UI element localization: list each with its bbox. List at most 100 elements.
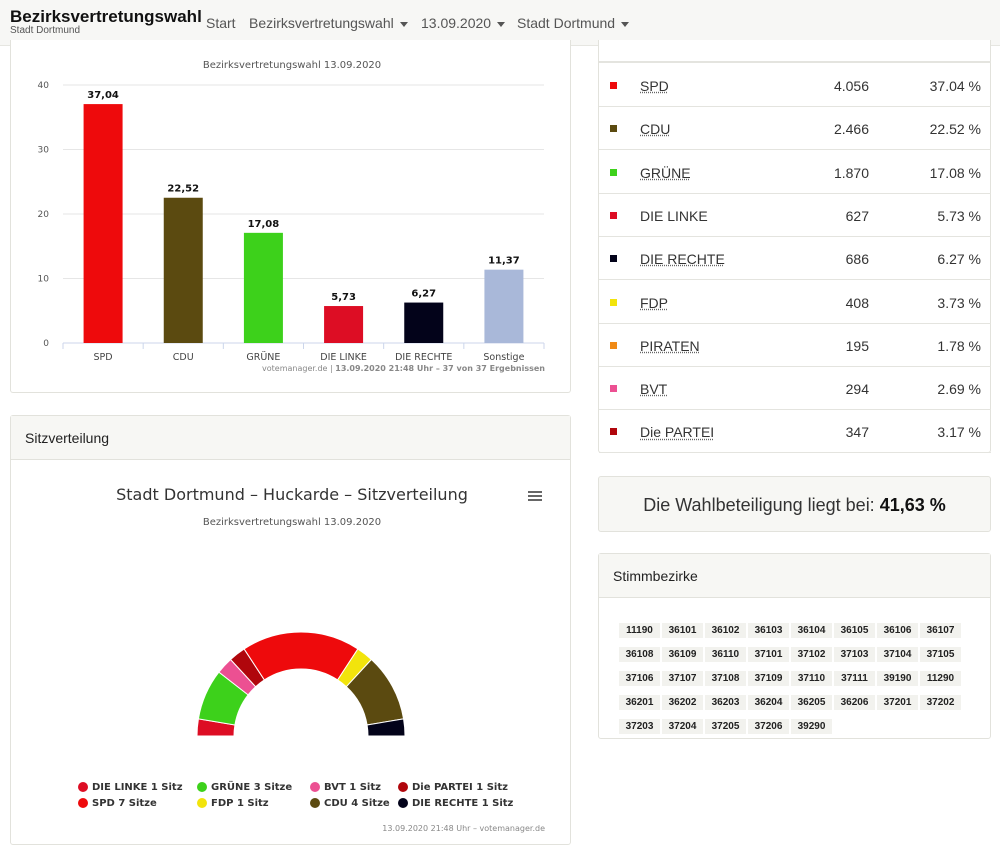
- stimmbezirk-badge[interactable]: 36202: [662, 695, 703, 710]
- table-row: GRÜNE 1.870 17.08 %: [599, 151, 991, 194]
- bar-grüne[interactable]: [244, 233, 283, 343]
- stimmbezirk-badge[interactable]: 37110: [791, 671, 832, 686]
- stimmbezirk-badge[interactable]: 37104: [877, 647, 918, 662]
- nav-item-start[interactable]: Start: [206, 15, 236, 31]
- stimmbezirk-badge[interactable]: 37201: [877, 695, 918, 710]
- results-table: SPD 4.056 37.04 % CDU 2.466 22.52 % GRÜNE 1.870…: [598, 40, 991, 453]
- legend-item[interactable]: CDU 4 Sitze: [310, 798, 390, 809]
- stimmbezirk-badge[interactable]: 37204: [662, 719, 703, 734]
- stimmbezirk-badge[interactable]: 37106: [619, 671, 660, 686]
- party-color-swatch: [610, 255, 617, 262]
- stimmbezirk-badge[interactable]: 36104: [791, 623, 832, 638]
- credits-source: votemanager.de: [262, 364, 328, 373]
- party-name[interactable]: Die PARTEI: [640, 424, 714, 440]
- card-header: Sitzverteilung: [11, 416, 570, 460]
- stimmbezirk-badge[interactable]: 36206: [834, 695, 875, 710]
- stimmbezirk-badge[interactable]: 37205: [705, 719, 746, 734]
- stimmbezirke-card: Stimmbezirke 11190 36101 36102 36103 36104 36…: [598, 553, 991, 739]
- seat-slice-spd[interactable]: [244, 632, 358, 680]
- table-row: CDU 2.466 22.52 %: [599, 107, 991, 150]
- party-name[interactable]: CDU: [640, 121, 670, 137]
- stimmbezirk-badge[interactable]: 36107: [920, 623, 961, 638]
- chart-subtitle: Bezirksvertretungswahl 13.09.2020: [203, 517, 381, 528]
- bar-sonstige[interactable]: [484, 270, 523, 343]
- bar-cdu[interactable]: [164, 198, 203, 343]
- stimmbezirk-badge[interactable]: 39290: [791, 719, 832, 734]
- legend-item[interactable]: SPD 7 Sitze: [78, 798, 157, 809]
- party-name[interactable]: BVT: [640, 381, 667, 397]
- party-votes: 2.466: [834, 121, 869, 137]
- party-color-swatch: [610, 342, 617, 349]
- stimmbezirk-badge[interactable]: 36204: [748, 695, 789, 710]
- data-label: 6,27: [411, 289, 436, 300]
- brand-title[interactable]: Bezirksvertretungswahl: [10, 8, 202, 25]
- stimmbezirk-badge[interactable]: 36102: [705, 623, 746, 638]
- stimmbezirk-badge[interactable]: 37108: [705, 671, 746, 686]
- bar-die-linke[interactable]: [324, 306, 363, 343]
- stimmbezirk-badge[interactable]: 36105: [834, 623, 875, 638]
- stimmbezirk-badge[interactable]: 37101: [748, 647, 789, 662]
- stimmbezirk-badge[interactable]: 11190: [619, 623, 660, 638]
- legend-label: SPD 7 Sitze: [92, 798, 157, 809]
- caret-down-icon: [400, 22, 408, 27]
- table-header-divider: [599, 61, 991, 63]
- stimmbezirk-badge[interactable]: 36108: [619, 647, 660, 662]
- x-tick-label: GRÜNE: [246, 352, 280, 363]
- party-votes: 195: [846, 338, 869, 354]
- nav-item-bezirksvertretungswahl[interactable]: Bezirksvertretungswahl: [249, 15, 408, 31]
- legend-item[interactable]: Die PARTEI 1 Sitz: [398, 782, 508, 793]
- stimmbezirk-badge[interactable]: 37107: [662, 671, 703, 686]
- legend-item[interactable]: FDP 1 Sitz: [197, 798, 269, 809]
- stimmbezirk-badge[interactable]: 37206: [748, 719, 789, 734]
- legend-item[interactable]: DIE LINKE 1 Sitz: [78, 782, 183, 793]
- party-color-swatch: [610, 299, 617, 306]
- party-color-swatch: [610, 385, 617, 392]
- legend-item[interactable]: BVT 1 Sitz: [310, 782, 381, 793]
- chart-credits: votemanager.de | 13.09.2020 21:48 Uhr – …: [262, 364, 545, 373]
- legend-label: GRÜNE 3 Sitze: [211, 779, 292, 793]
- x-tick-label: SPD: [94, 352, 113, 363]
- party-name[interactable]: FDP: [640, 295, 668, 311]
- nav-item-date[interactable]: 13.09.2020: [421, 15, 505, 31]
- stimmbezirk-badge[interactable]: 39190: [877, 671, 918, 686]
- stimmbezirk-badge[interactable]: 37102: [791, 647, 832, 662]
- party-name[interactable]: SPD: [640, 78, 669, 94]
- stimmbezirk-badge[interactable]: 36101: [662, 623, 703, 638]
- party-name[interactable]: GRÜNE: [640, 165, 691, 181]
- stimmbezirk-badge[interactable]: 37105: [920, 647, 961, 662]
- stimmbezirk-badge[interactable]: 36201: [619, 695, 660, 710]
- stimmbezirk-badge[interactable]: 36110: [705, 647, 746, 662]
- nav-item-label: Bezirksvertretungswahl: [249, 15, 394, 31]
- party-percent: 17.08 %: [930, 165, 981, 181]
- party-percent: 2.69 %: [937, 381, 981, 397]
- brand[interactable]: Bezirksvertretungswahl Stadt Dortmund: [10, 8, 202, 37]
- x-tick-label: Sonstige: [483, 352, 524, 363]
- stimmbezirk-badge[interactable]: 37111: [834, 671, 875, 686]
- data-label: 22,52: [167, 184, 199, 195]
- turnout-box: Die Wahlbeteiligung liegt bei: 41,63 %: [598, 476, 991, 532]
- party-name[interactable]: PIRATEN: [640, 338, 700, 354]
- stimmbezirk-badge[interactable]: 36103: [748, 623, 789, 638]
- legend-item[interactable]: DIE RECHTE 1 Sitz: [398, 798, 514, 809]
- stimmbezirk-badge[interactable]: 37103: [834, 647, 875, 662]
- stimmbezirk-badge[interactable]: 36205: [791, 695, 832, 710]
- stimmbezirk-badge[interactable]: 36106: [877, 623, 918, 638]
- hamburger-menu-icon[interactable]: [528, 491, 542, 501]
- party-percent: 6.27 %: [937, 251, 981, 267]
- stimmbezirk-badge[interactable]: 37202: [920, 695, 961, 710]
- stimmbezirk-badge[interactable]: 36109: [662, 647, 703, 662]
- stimmbezirk-badge[interactable]: 36203: [705, 695, 746, 710]
- party-name: DIE LINKE: [640, 208, 708, 224]
- party-name[interactable]: DIE RECHTE: [640, 251, 725, 267]
- nav-item-label: 13.09.2020: [421, 15, 491, 31]
- nav-item-label: Start: [206, 15, 236, 31]
- nav-item-stadt-dortmund[interactable]: Stadt Dortmund: [517, 15, 629, 31]
- legend-marker-icon: [78, 798, 88, 808]
- stimmbezirk-badge[interactable]: 11290: [920, 671, 961, 686]
- legend-item[interactable]: GRÜNE 3 Sitze: [197, 779, 292, 793]
- bar-spd[interactable]: [84, 104, 123, 343]
- stimmbezirk-badge[interactable]: 37203: [619, 719, 660, 734]
- bar-die-rechte[interactable]: [404, 303, 443, 343]
- chart-title: Stadt Dortmund – Huckarde – Sitzverteilu…: [116, 485, 468, 504]
- stimmbezirk-badge[interactable]: 37109: [748, 671, 789, 686]
